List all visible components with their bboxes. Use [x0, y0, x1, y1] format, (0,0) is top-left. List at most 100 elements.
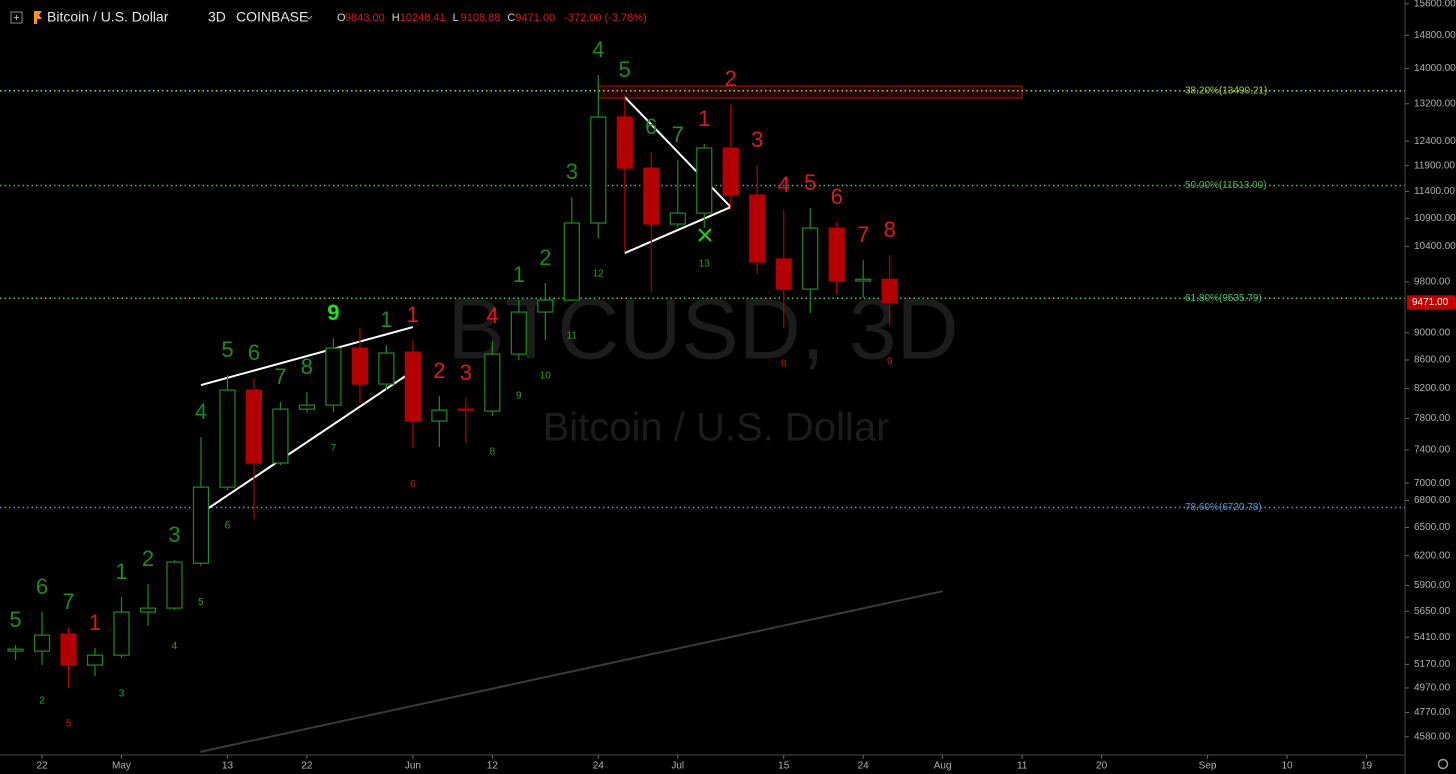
setup-count: 1 — [698, 106, 710, 131]
candle-body — [351, 347, 369, 385]
setup-count: 6 — [36, 574, 48, 599]
setup-count: 7 — [274, 364, 286, 389]
candle-body — [113, 611, 130, 656]
symbol-name[interactable]: Bitcoin / U.S. Dollar — [47, 9, 169, 25]
candle-body — [590, 116, 607, 224]
plot-area: 38.20%(13490.21) 50.00%(11513.00) 61.80%(9… — [0, 37, 1405, 753]
candle-body — [298, 404, 316, 410]
setup-count: 1 — [89, 610, 101, 635]
trendline — [199, 590, 943, 753]
countdown-count: 8 — [781, 359, 787, 370]
trendline — [624, 96, 732, 208]
y-tick-label: 5900.00 — [1414, 580, 1451, 591]
last-price-label: 9471.00 — [1412, 297, 1449, 308]
candle-body — [431, 409, 448, 422]
marker-stroke — [698, 228, 712, 242]
y-tick-label: 5170.00 — [1414, 659, 1451, 670]
y-tick-label: 7400.00 — [1414, 445, 1451, 456]
setup-count: 5 — [9, 607, 21, 632]
exchange[interactable]: COINBASE — [236, 9, 308, 25]
x-tick-label: 24 — [858, 761, 870, 772]
setup-count: 3 — [460, 360, 472, 385]
add-symbol-button[interactable] — [10, 11, 23, 24]
candle-body — [484, 353, 501, 412]
y-tick-label: 13200.00 — [1414, 98, 1456, 109]
x-tick-label: 22 — [36, 761, 48, 772]
settings-button[interactable] — [1437, 758, 1449, 770]
candle-body — [828, 227, 845, 282]
setup-count: 6 — [248, 340, 260, 365]
y-tick-label: 5650.00 — [1414, 606, 1451, 617]
setup-count: 3 — [566, 159, 578, 184]
countdown-count: 9 — [887, 356, 893, 367]
setup-count: 1 — [115, 559, 127, 584]
setup-count: 2 — [539, 245, 551, 270]
setup-count: 2 — [433, 358, 445, 383]
symbol-icon — [34, 11, 42, 24]
x-tick-label: May — [112, 761, 131, 772]
x-tick-label: Sep — [1199, 761, 1217, 772]
y-tick-label: 9800.00 — [1414, 277, 1451, 288]
resistance-zone — [597, 85, 1023, 99]
x-tick-label: 22 — [301, 761, 313, 772]
setup-count: 9 — [327, 300, 339, 325]
y-tick-label: 10900.00 — [1414, 213, 1456, 224]
y-tick-label: 8600.00 — [1414, 355, 1451, 366]
setup-count: 2 — [725, 66, 737, 91]
fib-label: 50.00%(11513.00) — [1185, 180, 1267, 191]
ohlc-legend: O 9843.00 H 10248.41 L 9108.88 C 9471.00 -372.00… — [337, 12, 647, 24]
trendline — [200, 370, 414, 514]
y-tick-label: 4580.00 — [1414, 731, 1451, 742]
countdown-count: 5 — [198, 597, 204, 608]
setup-count: 1 — [380, 307, 392, 332]
ohlc-key: H — [392, 12, 400, 24]
setup-count: 8 — [884, 217, 896, 242]
setup-count: 7 — [857, 222, 869, 247]
setup-count: 3 — [751, 127, 763, 152]
x-tick-label: 19 — [1361, 761, 1373, 772]
x-tick-label: 12 — [487, 761, 499, 772]
y-tick-label: 11400.00 — [1414, 186, 1455, 197]
candle-body — [669, 212, 686, 225]
countdown-count: 3 — [119, 689, 125, 700]
countdown-count: 13 — [699, 259, 711, 270]
x-tick-label: 20 — [1096, 761, 1108, 772]
candle-body — [325, 347, 342, 406]
y-tick-label: 14800.00 — [1414, 30, 1456, 41]
interval[interactable]: 3D — [208, 9, 226, 25]
candle-body — [139, 607, 157, 613]
candle-body — [881, 278, 898, 303]
setup-count: 4 — [778, 172, 790, 197]
x-tick-label: 10 — [1281, 761, 1293, 772]
ohlc-key: O — [337, 12, 346, 24]
candle-body — [775, 258, 792, 290]
y-tick-label: 14000.00 — [1414, 63, 1456, 74]
countdown-count: 7 — [331, 443, 337, 454]
candle-body — [7, 648, 24, 652]
x-tick-label: 15 — [778, 761, 790, 772]
ohlc-key: C — [507, 12, 515, 24]
gear-icon[interactable] — [1437, 758, 1449, 770]
ohlc-value: 10248.41 — [400, 12, 446, 24]
countdown-count: 8 — [490, 447, 496, 458]
y-tick-label: 7000.00 — [1414, 478, 1451, 489]
setup-count: 4 — [486, 303, 498, 328]
y-tick-label: 8200.00 — [1414, 383, 1451, 394]
y-tick-label: 11900.00 — [1414, 160, 1455, 171]
candle-body — [563, 222, 580, 301]
trendline — [624, 206, 732, 254]
dropdown-arrow[interactable] — [305, 15, 313, 20]
ohlc-value: 9843.00 — [345, 12, 385, 24]
last-price-box — [1407, 295, 1455, 310]
setup-count: 5 — [804, 170, 816, 195]
setup-count: 5 — [619, 57, 631, 82]
y-tick-label: 12400.00 — [1414, 136, 1456, 147]
candle-body — [33, 634, 51, 652]
ohlc-value: 9108.88 — [461, 12, 501, 24]
countdown-count: 11 — [567, 331, 578, 342]
setup-count: 1 — [407, 302, 419, 327]
y-tick-label: 6200.00 — [1414, 550, 1451, 561]
setup-count: 3 — [168, 522, 180, 547]
